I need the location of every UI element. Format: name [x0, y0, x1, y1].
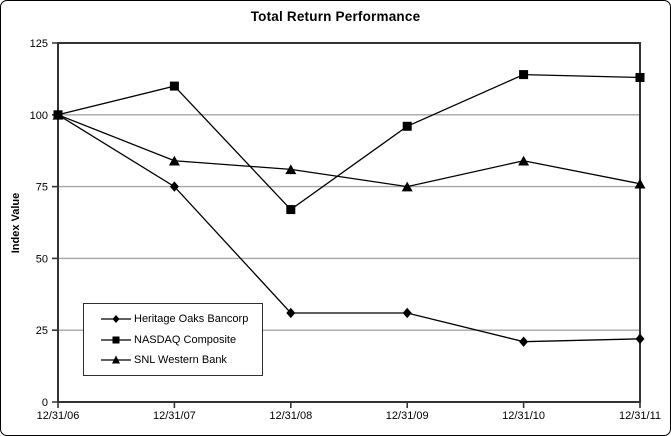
square-marker-icon [519, 70, 529, 80]
legend-item-heritage-oaks-bancorp: Heritage Oaks Bancorp [101, 313, 262, 325]
square-marker-icon [53, 110, 63, 120]
x-tick-label: 12/31/09 [386, 410, 429, 422]
diamond-marker-icon [169, 181, 179, 192]
series-line-1 [57, 73, 641, 211]
diamond-marker-icon [286, 307, 296, 319]
diamond-marker-icon [101, 314, 131, 323]
legend-label-nasdaq-composite: NASDAQ Composite [134, 333, 237, 346]
x-tick-label: 12/31/07 [153, 410, 196, 422]
y-tick-label: 125 [30, 38, 48, 50]
x-tick-label: 12/31/06 [37, 410, 80, 422]
legend-label-heritage-oaks-bancorp: Heritage Oaks Bancorp [134, 312, 249, 325]
y-tick-label: 75 [36, 182, 48, 194]
legend-item-snl-western-bank: SNL Western Bank [101, 354, 262, 366]
triangle-marker-icon [285, 164, 297, 175]
legend-item-nasdaq-composite: NASDAQ Composite [101, 334, 262, 346]
square-marker-icon [286, 205, 296, 215]
square-marker-icon [169, 81, 179, 91]
triangle-marker-icon [101, 355, 131, 364]
square-marker-icon [635, 72, 645, 82]
y-tick-label: 100 [30, 110, 48, 122]
series-line-0 [57, 114, 641, 343]
square-marker-icon [101, 336, 131, 343]
triangle-marker-icon [168, 155, 180, 166]
plot-border [57, 42, 641, 403]
legend-label-snl-western-bank: SNL Western Bank [134, 354, 227, 367]
y-tick-label: 25 [36, 325, 48, 337]
x-tick-label: 12/31/08 [269, 410, 312, 422]
y-tick-label: 50 [36, 253, 48, 265]
legend: Heritage Oaks Bancorp NASDAQ Composite S… [83, 303, 263, 376]
triangle-marker-icon [634, 178, 646, 189]
triangle-marker-icon [401, 181, 413, 192]
square-marker-icon [402, 121, 412, 131]
diamond-marker-icon [519, 336, 529, 347]
series-line-2 [57, 114, 641, 188]
diamond-marker-icon [635, 333, 645, 345]
diamond-marker-icon [402, 307, 412, 319]
x-tick-label: 12/31/11 [619, 410, 661, 422]
x-tick-label: 12/31/10 [502, 410, 545, 422]
triangle-marker-icon [518, 155, 530, 166]
chart-title: Total Return Performance [250, 9, 421, 24]
y-tick-label: 0 [42, 397, 48, 409]
